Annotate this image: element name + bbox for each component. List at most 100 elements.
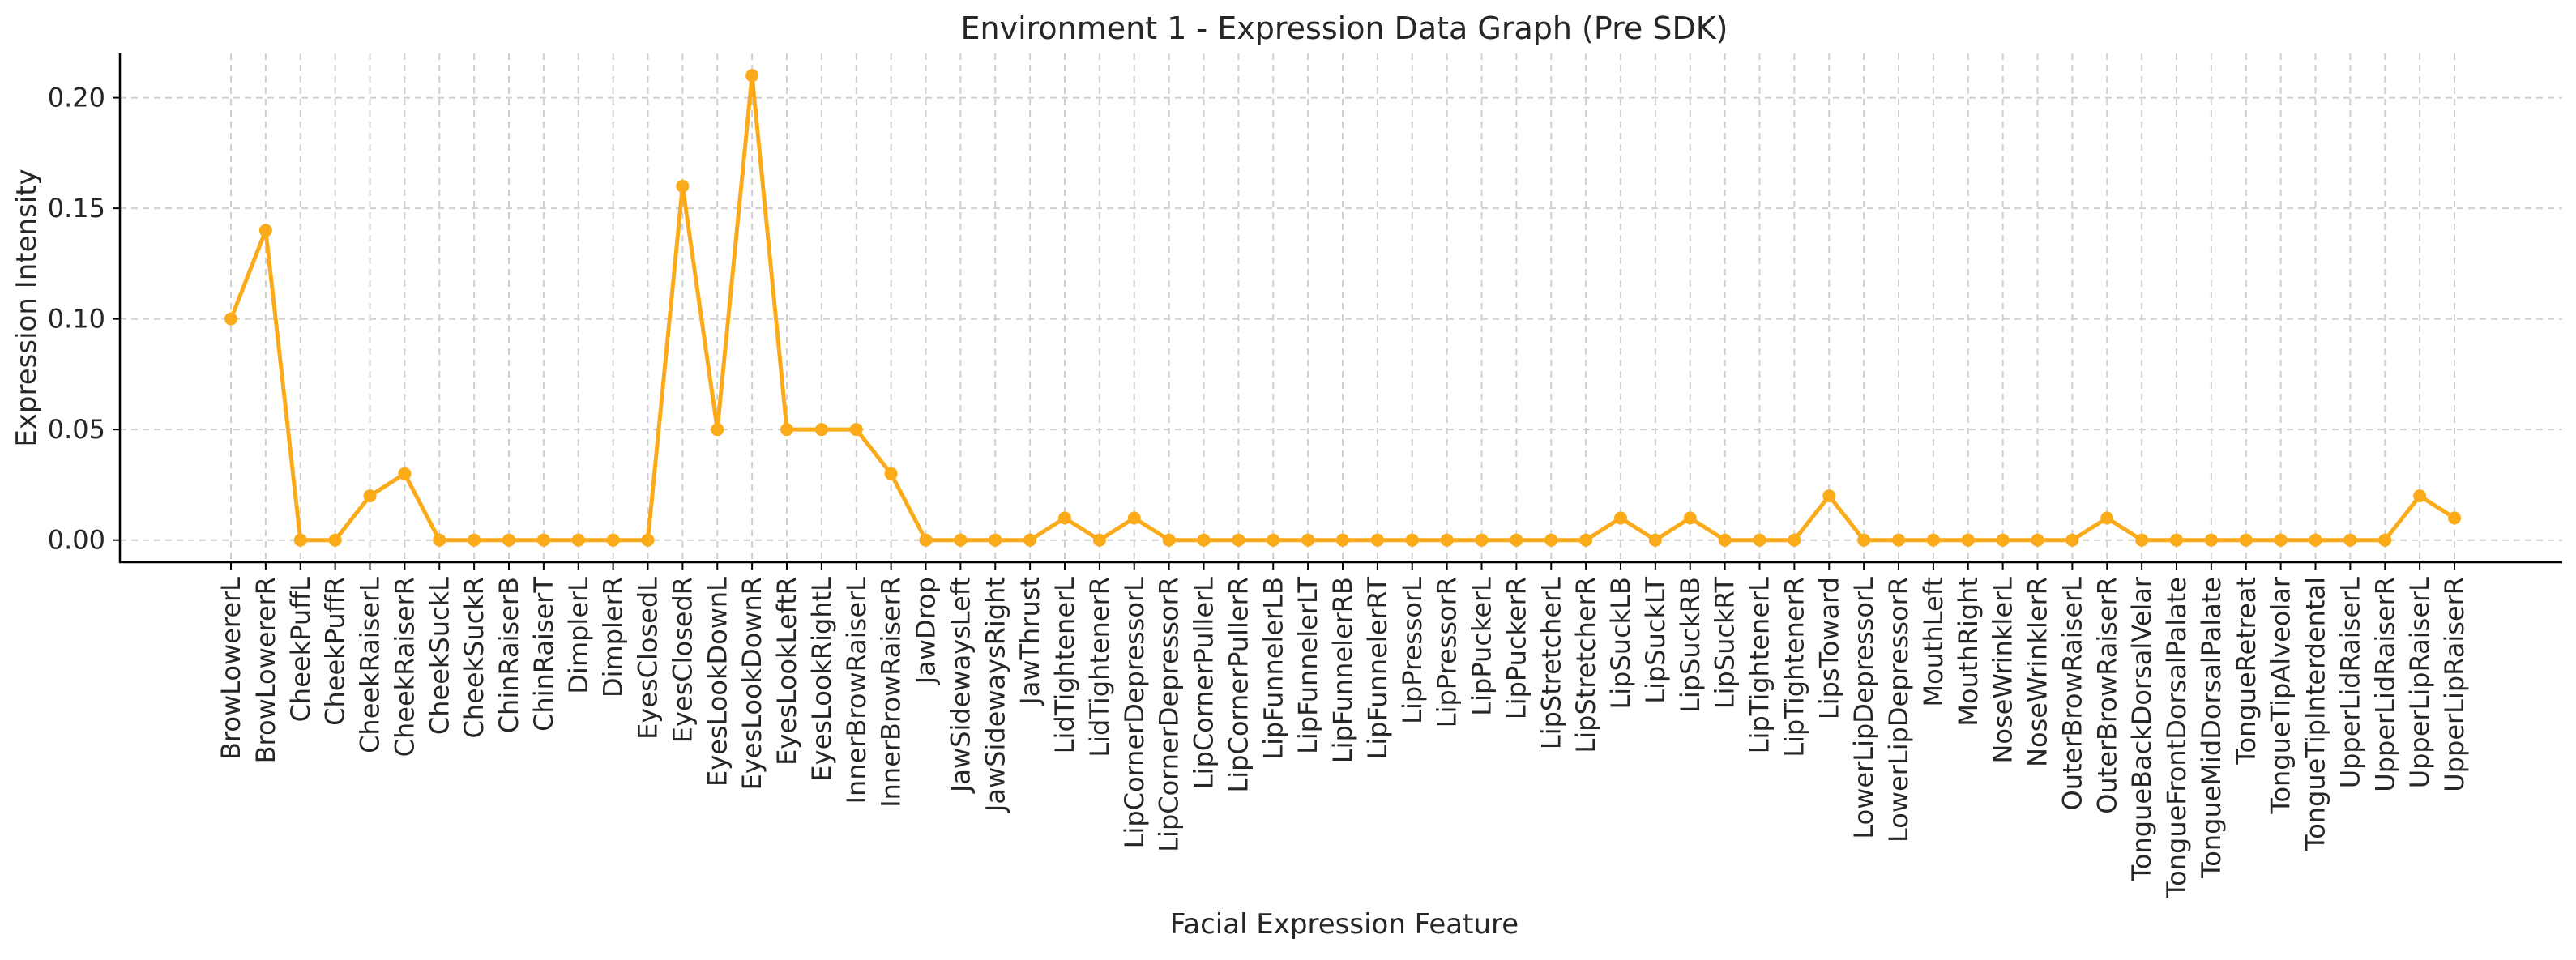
x-tick-label: ChinRaiserB [493, 577, 524, 733]
data-point [468, 533, 481, 547]
x-tick-label: ChinRaiserT [528, 577, 559, 732]
x-tick-label: LipCornerPullerR [1223, 577, 1254, 793]
series-layer [224, 69, 2461, 547]
x-tick-label: NoseWrinklerL [1988, 577, 2019, 764]
data-point [1996, 533, 2010, 547]
x-tick-label: BrowLowererR [250, 577, 281, 763]
x-tick-label: CheekSuckL [424, 577, 455, 735]
x-tick-label: JawSidewaysLeft [945, 577, 976, 794]
data-point [1092, 533, 1106, 547]
x-tick-label: LipCornerDepressorL [1119, 577, 1150, 849]
x-tick-label: JawSidewaysRight [980, 577, 1010, 813]
x-tick-label: CheekPuffL [285, 577, 316, 723]
y-tick-label: 0.00 [48, 525, 105, 556]
x-tick-label: UpperLipRaiserR [2439, 577, 2470, 792]
x-tick-label: CheekPuffR [320, 577, 351, 726]
data-point [1892, 533, 1905, 547]
data-point [328, 533, 342, 547]
data-point [1718, 533, 1732, 547]
x-tick-label: OuterBrowRaiserL [2057, 577, 2087, 811]
axis-spines [118, 53, 2562, 564]
x-tick-label: LipFunnelerRB [1327, 577, 1358, 763]
data-point [1232, 533, 1245, 547]
x-tick-label: InnerBrowRaiserL [841, 577, 872, 804]
y-axis-label: Expression Intensity [11, 169, 43, 446]
x-tick-label: LipSuckLT [1640, 577, 1671, 704]
data-point [2343, 533, 2357, 547]
data-point [676, 179, 690, 193]
data-point [1510, 533, 1523, 547]
data-point [1822, 489, 1836, 503]
data-point [2239, 533, 2253, 547]
y-tick-label: 0.15 [48, 193, 105, 224]
x-tick-label: LipFunnelerLB [1258, 577, 1288, 760]
data-point [1301, 533, 1315, 547]
x-tick-label: LowerLipDepressorR [1883, 577, 1914, 843]
x-tick-label: LipSuckRB [1675, 577, 1706, 713]
data-point [849, 423, 863, 437]
x-tick-label: LipTightenerL [1745, 577, 1775, 753]
x-tick-label: LipTightenerR [1779, 577, 1809, 757]
data-point [1648, 533, 1662, 547]
x-tick-label: LipPuckerR [1501, 577, 1532, 719]
data-point [989, 533, 1002, 547]
x-tick-label: LipSuckLB [1605, 577, 1636, 710]
x-tick-label: JawThrust [1015, 577, 1045, 706]
data-point [2031, 533, 2044, 547]
x-tick-label: LipFunnelerRT [1362, 577, 1393, 760]
data-point [711, 423, 724, 437]
y-tick-label: 0.20 [48, 83, 105, 113]
data-point [884, 467, 898, 480]
x-tick-label: TongueBackDorsalVelar [2126, 576, 2157, 881]
x-tick-label: TongueMidDorsalPalate [2196, 577, 2227, 879]
data-point [780, 423, 793, 437]
data-point [1058, 511, 1071, 525]
x-tick-label: LipStretcherR [1570, 577, 1601, 753]
data-point [2135, 533, 2149, 547]
data-point [1267, 533, 1280, 547]
grid-layer [120, 53, 2562, 562]
data-point [1926, 533, 1940, 547]
data-point [1336, 533, 1349, 547]
x-tick-label: LipPuckerL [1467, 577, 1497, 716]
data-point [1544, 533, 1558, 547]
x-tick-label: EyesLookRightL [806, 577, 837, 782]
axes-layer [113, 53, 2562, 570]
data-point [1405, 533, 1419, 547]
data-point [2309, 533, 2322, 547]
y-tick-label: 0.05 [48, 414, 105, 445]
x-tick-label: LipCornerDepressorR [1154, 577, 1185, 852]
x-tick-label: LowerLipDepressorL [1848, 577, 1879, 839]
x-tick-label: LipStretcherL [1536, 577, 1566, 749]
x-tick-label: LipFunnelerLT [1292, 577, 1323, 754]
data-point [1614, 511, 1627, 525]
x-tick-label: UpperLidRaiserR [2369, 577, 2400, 792]
data-point [1162, 533, 1176, 547]
x-tick-label: LidTightenerL [1049, 577, 1080, 753]
x-tick-label: LidTightenerR [1084, 577, 1115, 757]
data-point [1440, 533, 1454, 547]
data-point [571, 533, 585, 547]
x-tick-label: MouthLeft [1918, 577, 1949, 707]
data-point [2378, 533, 2392, 547]
data-point [641, 533, 655, 547]
x-tick-label: CheekRaiserR [389, 577, 420, 757]
data-point [606, 533, 620, 547]
x-tick-label: BrowLowererL [216, 577, 246, 760]
x-tick-label: TongueTipInterdental [2300, 577, 2331, 851]
data-point [258, 224, 272, 237]
data-point [1788, 533, 1801, 547]
data-point [1961, 533, 1975, 547]
data-point [1857, 533, 1871, 547]
data-point [1579, 533, 1593, 547]
x-tick-label: TongueRetreat [2231, 577, 2262, 766]
data-point [293, 533, 307, 547]
data-point [363, 489, 377, 503]
data-point [2413, 489, 2427, 503]
x-tick-label: EyesClosedR [667, 577, 698, 743]
x-tick-label: NoseWrinklerR [2023, 577, 2053, 767]
data-point [2448, 511, 2461, 525]
x-tick-label: JawDrop [911, 577, 942, 685]
